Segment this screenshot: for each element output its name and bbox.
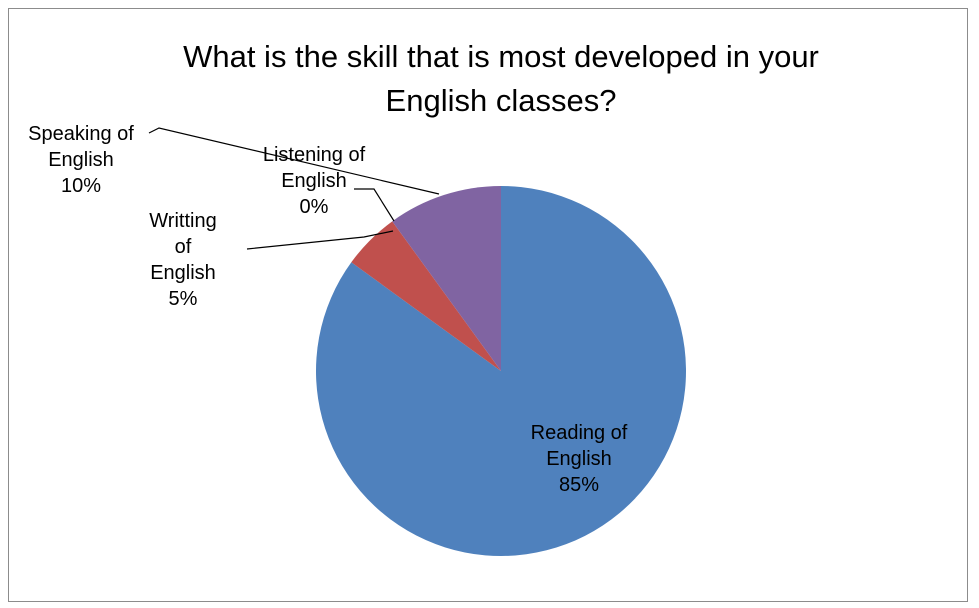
pie-slices [315, 186, 686, 556]
data-label-listening-of-english: Listening of English 0% [263, 144, 366, 218]
leader-line-writting-of-english [246, 230, 394, 250]
chart-title-line-2: English classes? [386, 83, 617, 118]
data-labels: Reading of English 85% Writting of English 5% L… [28, 123, 628, 496]
leader-line-listening-of-english [354, 188, 395, 222]
chart-frame: What is the skill that is most developed… [8, 8, 968, 602]
data-label-speaking-of-english: Speaking of English 10% [28, 123, 134, 197]
pie-chart: What is the skill that is most developed… [28, 39, 819, 556]
leader-lines [148, 127, 440, 250]
leader-line-speaking-of-english [148, 127, 440, 195]
chart-title-line-1: What is the skill that is most developed… [183, 39, 819, 74]
data-label-reading-of-english: Reading of English 85% [531, 422, 628, 496]
pie-slice-speaking-of-english [392, 186, 501, 371]
data-label-writting-of-english: Writting of English 5% [149, 210, 216, 310]
chart-title: What is the skill that is most developed… [183, 39, 819, 118]
pie-slice-writting-of-english [351, 221, 501, 371]
